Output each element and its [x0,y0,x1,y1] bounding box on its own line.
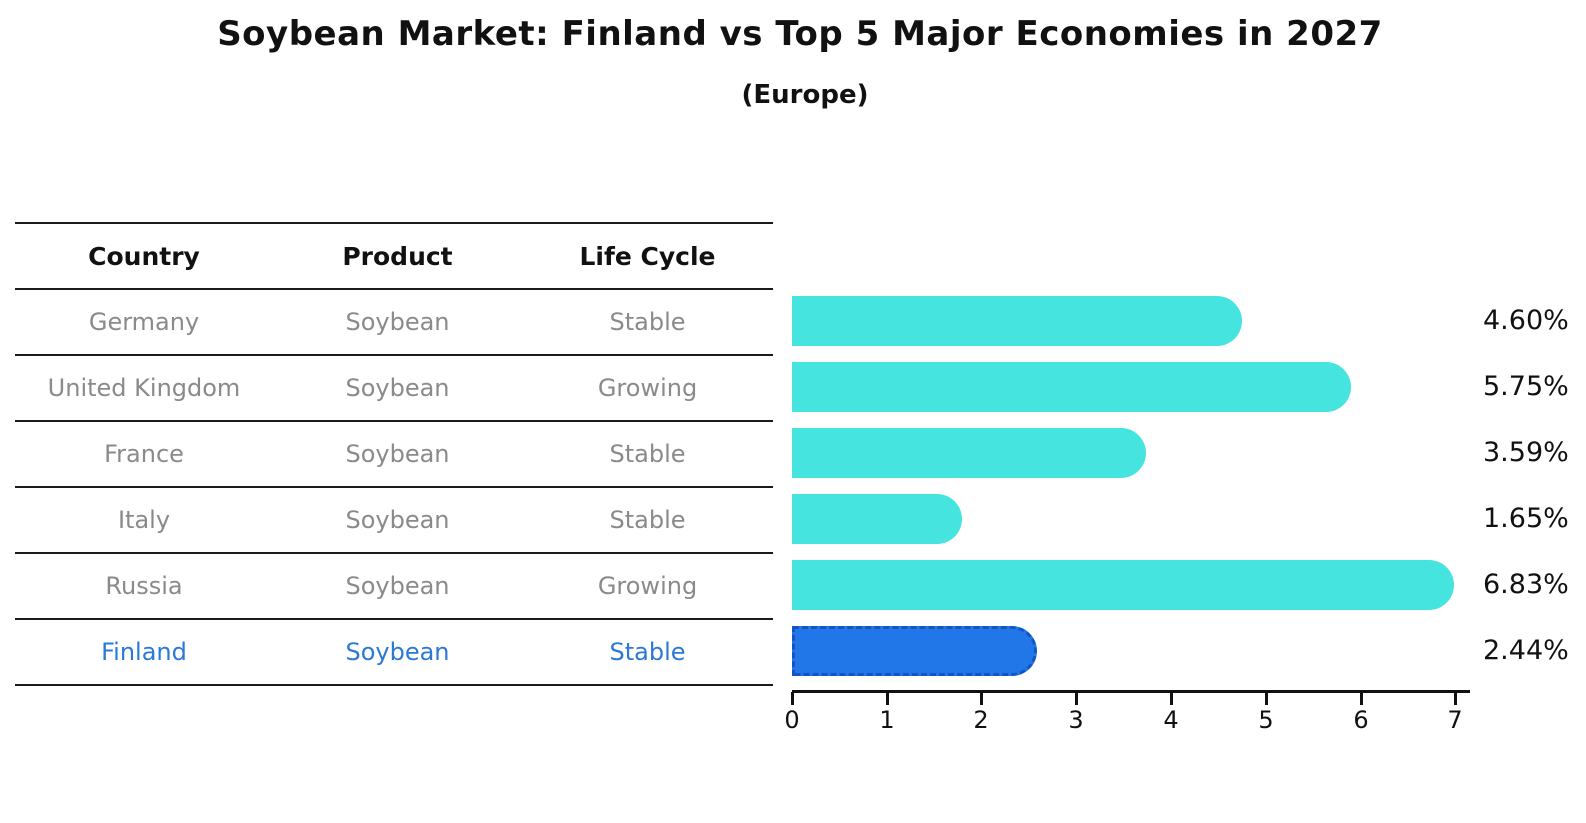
product-cell: Soybean [345,440,450,468]
bar-russia [792,560,1454,610]
chart-subtitle: (Europe) [741,80,869,110]
product-cell: Soybean [345,638,450,666]
country-cell: Finland [101,638,187,666]
country-cell: Germany [88,308,200,336]
x-axis-tick-label: 4 [1163,706,1179,734]
life-cycle-cell: Stable [609,506,686,534]
table-row-finland: Finland Soybean Stable [15,620,773,686]
x-axis-tick-label: 2 [973,706,989,734]
value-label-france: 3.59% [1483,437,1569,468]
table-header-row: Country Product Life Cycle [15,224,773,290]
bar-france [792,428,1147,478]
product-cell: Soybean [345,572,450,600]
product-cell: Soybean [345,506,450,534]
x-axis-tick [886,692,889,705]
value-label-united-kingdom: 5.75% [1483,371,1569,402]
x-axis-tick [1454,692,1457,705]
country-cell: Russia [105,572,183,600]
country-cell: United Kingdom [47,374,241,402]
x-axis-tick-label: 0 [784,706,800,734]
x-axis-tick [1265,692,1268,705]
table-row-united-kingdom: United Kingdom Soybean Growing [15,356,773,422]
x-axis-tick-label: 3 [1068,706,1084,734]
country-cell: France [104,440,184,468]
product-cell: Soybean [345,374,450,402]
column-header-country: Country [88,241,200,271]
x-axis-tick-label: 7 [1447,706,1463,734]
table-row-russia: Russia Soybean Growing [15,554,773,620]
table-row-germany: Germany Soybean Stable [15,290,773,356]
x-axis-tick-label: 5 [1258,706,1274,734]
life-cycle-cell: Stable [609,308,686,336]
column-header-life-cycle: Life Cycle [579,241,716,271]
x-axis-tick [1075,692,1078,705]
country-cell: Italy [117,506,171,534]
chart-title: Soybean Market: Finland vs Top 5 Major E… [217,14,1383,54]
value-label-italy: 1.65% [1483,503,1569,534]
value-label-russia: 6.83% [1483,569,1569,600]
life-cycle-cell: Growing [597,374,698,402]
product-cell: Soybean [345,308,450,336]
bar-germany [792,296,1243,346]
life-cycle-cell: Growing [597,572,698,600]
x-axis-tick [1170,692,1173,705]
x-axis-line [792,690,1470,693]
table-row-italy: Italy Soybean Stable [15,488,773,554]
value-label-germany: 4.60% [1483,305,1569,336]
x-axis-tick [980,692,983,705]
life-cycle-cell: Stable [609,440,686,468]
x-axis-tick [791,692,794,705]
bar-italy [792,494,963,544]
value-label-finland: 2.44% [1483,635,1569,666]
bar-finland [792,626,1038,676]
column-header-product: Product [342,241,453,271]
x-axis-tick-label: 6 [1353,706,1369,734]
table-row-france: France Soybean Stable [15,422,773,488]
x-axis-tick [1360,692,1363,705]
life-cycle-cell: Stable [609,638,686,666]
country-table: Country Product Life Cycle Germany Soybe… [15,222,773,686]
x-axis-tick-label: 1 [879,706,895,734]
bar-united-kingdom [792,362,1352,412]
